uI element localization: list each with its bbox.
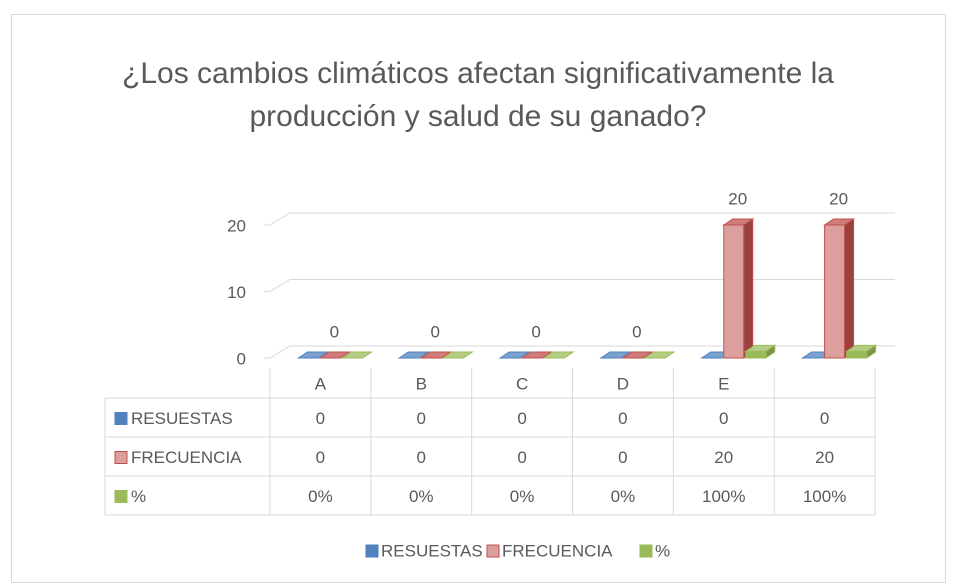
legend-key [114, 490, 128, 503]
chart-title: ¿Los cambios climáticos afectan signific… [122, 57, 834, 133]
data-label: 20 [728, 189, 747, 208]
y-tick-label: 10 [227, 283, 246, 302]
table-series-name: FRECUENCIA [131, 448, 242, 467]
legend-key [639, 544, 653, 558]
table-cell: 0 [316, 448, 325, 467]
grid-line [269, 212, 895, 226]
table-cell: 100% [803, 487, 846, 506]
table-cell: 0% [308, 487, 333, 506]
data-label: 20 [829, 189, 848, 208]
legend-key [114, 412, 128, 425]
legend-label: RESUESTAS [381, 541, 483, 560]
bar [846, 350, 868, 359]
table-cell: 0% [409, 487, 434, 506]
table-cell: 20 [815, 448, 834, 467]
x-tick-label: C [516, 374, 528, 393]
legend-label: FRECUENCIA [502, 541, 613, 560]
table-cell: 0 [316, 409, 325, 428]
grid-line [269, 279, 895, 292]
y-tick-label: 0 [237, 349, 246, 368]
table-series-name: % [131, 487, 146, 506]
data-label: 0 [632, 322, 641, 341]
y-tick-label: 20 [227, 216, 246, 235]
bar [723, 224, 745, 359]
table-cell: 0% [510, 487, 535, 506]
grid-line [269, 345, 895, 359]
table-cell: 0 [618, 409, 627, 428]
bar-side [743, 218, 754, 359]
x-tick-label: E [718, 374, 729, 393]
table-cell: 0 [417, 409, 426, 428]
legend-label: % [655, 541, 670, 560]
table-cell: 0 [517, 448, 526, 467]
table-cell: 100% [702, 487, 745, 506]
table-cell: 20 [714, 448, 733, 467]
table-cell: 0 [719, 409, 728, 428]
table-cell: 0 [417, 448, 426, 467]
bar-side [844, 218, 855, 359]
x-tick-label: B [416, 374, 427, 393]
legend-key [114, 451, 128, 464]
table-cell: 0% [611, 487, 636, 506]
bar [824, 224, 846, 359]
table-cell: 0 [618, 448, 627, 467]
data-label: 0 [531, 322, 540, 341]
table-cell: 0 [820, 409, 829, 428]
x-tick-label: A [315, 374, 327, 393]
chart-border [11, 14, 946, 583]
data-label: 0 [330, 322, 339, 341]
legend-key [486, 544, 500, 558]
table-series-name: RESUESTAS [131, 409, 233, 428]
data-label: 0 [431, 322, 440, 341]
bar [745, 350, 767, 359]
legend-key [365, 544, 379, 558]
table-cell: 0 [517, 409, 526, 428]
x-tick-label: D [617, 374, 629, 393]
